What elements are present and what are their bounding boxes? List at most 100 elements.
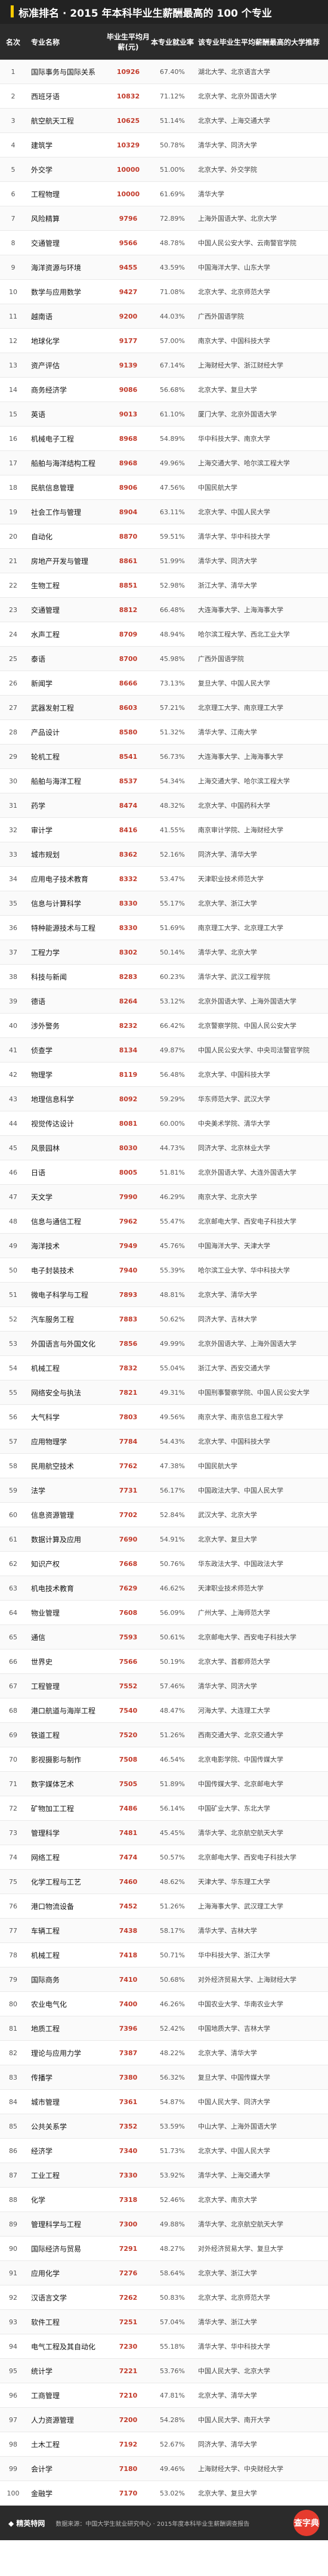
row-rank: 48	[9, 1217, 17, 1225]
table-row: 22 生物工程 8851 52.98% 浙江大学、清华大学	[0, 573, 328, 598]
row-rate: 48.81%	[160, 1290, 185, 1299]
footer-logo: ◆ 精英特网	[8, 2519, 45, 2528]
table-row: 7 风险精算 9796 72.89% 上海外国语大学、北京大学	[0, 206, 328, 231]
row-rate: 52.46%	[160, 2195, 185, 2204]
row-major: 应用电子技术教育	[31, 875, 89, 884]
row-salary: 7387	[119, 2049, 138, 2057]
row-rank: 62	[9, 1559, 17, 1568]
row-schools: 北京外国语大学、大连外国语大学	[198, 1169, 296, 1176]
row-salary: 7230	[119, 2342, 138, 2350]
row-salary: 7629	[119, 1584, 138, 1592]
row-schools: 北京大学、复旦大学	[198, 2489, 257, 2497]
row-schools: 北京大学、北京师范大学	[198, 2294, 270, 2302]
row-rate: 56.17%	[160, 1486, 185, 1494]
row-rate: 54.87%	[160, 2098, 185, 2106]
row-schools: 中国刑事警察学院、中国人民公安大学	[198, 1389, 310, 1397]
row-rate: 49.87%	[160, 1046, 185, 1054]
row-salary: 10625	[116, 116, 140, 125]
table-row: 32 审计学 8416 41.55% 南京审计学院、上海财经大学	[0, 818, 328, 842]
row-rate: 47.38%	[160, 1462, 185, 1470]
row-salary: 7396	[119, 2024, 138, 2033]
table-row: 84 城市管理 7361 54.87% 中国人民大学、同济大学	[0, 2090, 328, 2114]
row-major: 城市规划	[31, 850, 60, 859]
row-salary: 7330	[119, 2171, 138, 2179]
table-row: 11 越南语 9200 44.03% 广西外国语学院	[0, 304, 328, 329]
row-rate: 56.73%	[160, 752, 185, 761]
row-rank: 7	[11, 214, 16, 223]
row-rate: 55.17%	[160, 899, 185, 907]
row-schools: 对外经济贸易大学、上海财经大学	[198, 1976, 296, 1984]
row-schools: 北京大学、南京大学	[198, 2196, 257, 2204]
row-major: 泰语	[31, 654, 46, 663]
row-salary: 7566	[119, 1657, 138, 1666]
row-rank: 43	[9, 1095, 17, 1103]
row-rank: 1	[11, 67, 16, 76]
table-row: 26 新闻学 8666 73.13% 复旦大学、中国人民大学	[0, 671, 328, 696]
row-major: 大气科学	[31, 1413, 60, 1422]
row-major: 信息与通信工程	[31, 1217, 82, 1226]
row-rate: 60.23%	[160, 972, 185, 981]
row-major: 药学	[31, 801, 46, 810]
table-row: 72 矿物加工工程 7486 56.14% 中国矿业大学、东北大学	[0, 1796, 328, 1821]
row-schools: 哈尔滨工程大学、西北工业大学	[198, 631, 290, 638]
row-major: 数学与应用数学	[31, 288, 82, 296]
row-rate: 67.40%	[160, 67, 185, 76]
row-major: 传播学	[31, 2073, 53, 2082]
row-salary: 7300	[119, 2220, 138, 2228]
row-major: 港口物流设备	[31, 1902, 75, 1911]
row-major: 建筑学	[31, 141, 53, 150]
row-major: 统计学	[31, 2367, 53, 2376]
row-rate: 48.94%	[160, 630, 185, 638]
row-major: 信息与计算科学	[31, 899, 82, 908]
row-rank: 99	[9, 2464, 17, 2473]
table-row: 15 英语 9013 61.10% 厦门大学、北京外国语大学	[0, 402, 328, 427]
table-row: 85 公共关系学 7352 53.59% 中山大学、上海外国语大学	[0, 2114, 328, 2139]
row-schools: 清华大学、同济大学	[198, 557, 257, 565]
row-schools: 南京大学、南京信息工程大学	[198, 1413, 283, 1421]
row-rate: 61.69%	[160, 190, 185, 198]
row-rank: 40	[9, 1021, 17, 1030]
table-row: 66 世界史 7566 50.19% 北京大学、首都师范大学	[0, 1650, 328, 1674]
row-salary: 7883	[119, 1315, 138, 1323]
row-rank: 86	[9, 2146, 17, 2155]
row-rate: 52.84%	[160, 1511, 185, 1519]
table-row: 45 风景园林 8030 44.73% 同济大学、北京林业大学	[0, 1136, 328, 1160]
row-schools: 北京大学、首都师范大学	[198, 1658, 270, 1666]
row-salary: 10926	[116, 67, 140, 76]
row-schools: 北京大学、浙江大学	[198, 900, 257, 907]
row-salary: 8264	[119, 997, 138, 1005]
row-salary: 8603	[119, 703, 138, 712]
row-salary: 7276	[119, 2269, 138, 2277]
table-row: 21 房地产开发与管理 8861 51.99% 清华大学、同济大学	[0, 549, 328, 573]
table-row: 10 数学与应用数学 9427 71.08% 北京大学、北京师范大学	[0, 280, 328, 304]
row-schools: 北京大学、中国科技大学	[198, 1438, 270, 1445]
row-salary: 7481	[119, 1828, 138, 1837]
row-rank: 79	[9, 1975, 17, 1984]
row-major: 化学工程与工艺	[31, 1877, 82, 1886]
row-major: 电子封装技术	[31, 1266, 75, 1275]
row-rate: 56.48%	[160, 1070, 185, 1079]
row-rate: 44.03%	[160, 312, 185, 320]
table-row: 59 法学 7731 56.17% 中国政法大学、中国人民大学	[0, 1478, 328, 1503]
row-schools: 清华大学	[198, 190, 224, 198]
row-schools: 中央美术学院、清华大学	[198, 1120, 270, 1128]
row-rank: 27	[9, 703, 17, 712]
row-rank: 26	[9, 679, 17, 687]
row-rate: 53.59%	[160, 2122, 185, 2130]
row-salary: 7803	[119, 1413, 138, 1421]
row-rank: 29	[9, 752, 17, 761]
row-major: 管理科学与工程	[31, 2220, 82, 2229]
table-row: 60 信息资源管理 7702 52.84% 武汉大学、北京大学	[0, 1503, 328, 1527]
row-salary: 8134	[119, 1046, 138, 1054]
row-major: 国际事务与国际关系	[31, 67, 96, 76]
row-major: 科技与新闻	[31, 972, 67, 981]
row-rate: 72.89%	[160, 214, 185, 223]
row-rank: 83	[9, 2073, 17, 2081]
row-rate: 54.43%	[160, 1437, 185, 1445]
row-salary: 7418	[119, 1951, 138, 1959]
table-row: 42 物理学 8119 56.48% 北京大学、中国科技大学	[0, 1062, 328, 1087]
row-rate: 53.92%	[160, 2171, 185, 2179]
table-row: 35 信息与计算科学 8330 55.17% 北京大学、浙江大学	[0, 891, 328, 916]
table-row: 34 应用电子技术教育 8332 53.47% 天津职业技术师范大学	[0, 867, 328, 891]
row-rank: 18	[9, 483, 17, 492]
